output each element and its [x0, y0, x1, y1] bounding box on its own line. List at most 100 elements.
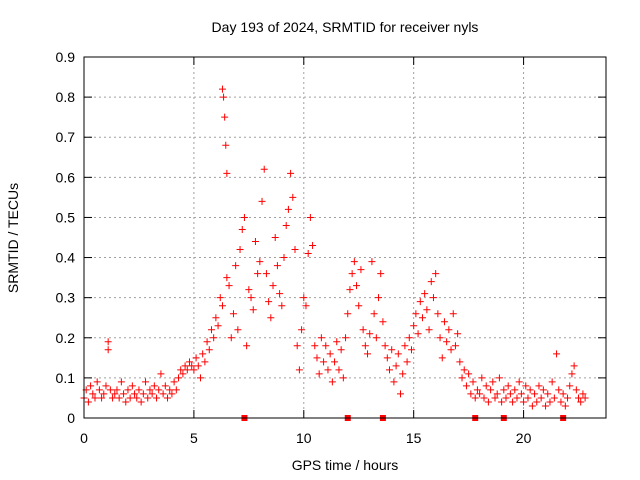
data-point: [225, 282, 233, 290]
data-point: [331, 358, 339, 366]
data-point: [434, 310, 442, 318]
data-point: [482, 382, 490, 390]
data-point: [104, 338, 112, 346]
data-point: [399, 370, 407, 378]
data-point: [566, 382, 574, 390]
data-point: [335, 366, 343, 374]
data-point: [271, 234, 279, 241]
data-point: [548, 378, 556, 386]
data-point: [276, 290, 284, 298]
data-point: [278, 302, 286, 310]
data-point: [478, 374, 486, 382]
data-point: [333, 338, 341, 346]
data-point: [100, 390, 108, 398]
data-point: [291, 246, 299, 254]
data-point: [445, 326, 453, 334]
data-point: [223, 274, 231, 282]
data-point: [412, 310, 420, 318]
data-point: [311, 342, 319, 350]
data-point: [368, 258, 376, 266]
data-point: [522, 382, 530, 390]
data-point: [350, 258, 358, 266]
data-point: [401, 342, 409, 350]
data-point: [396, 390, 404, 398]
data-point: [517, 390, 525, 398]
data-point: [203, 338, 211, 346]
data-point: [222, 141, 230, 149]
data-point: [220, 93, 228, 101]
data-point: [84, 398, 92, 406]
data-point: [436, 334, 444, 342]
data-point: [240, 213, 248, 221]
data-point: [418, 314, 426, 322]
data-point: [218, 85, 226, 93]
data-point: [577, 398, 585, 406]
data-point: [370, 310, 378, 318]
data-point: [293, 342, 301, 350]
data-point: [535, 382, 543, 390]
data-point: [269, 282, 277, 290]
data-point: [146, 386, 154, 394]
data-point: [262, 270, 270, 278]
data-point: [342, 334, 350, 342]
data-point: [447, 346, 455, 354]
data-point: [256, 258, 264, 266]
data-point: [194, 362, 202, 370]
data-point: [223, 169, 231, 177]
data-point: [381, 342, 389, 350]
chart-title: Day 193 of 2024, SRMTID for receiver nyl…: [212, 19, 479, 35]
data-point: [205, 346, 213, 354]
data-point: [451, 342, 459, 350]
data-point: [375, 294, 383, 302]
data-point: [559, 390, 567, 398]
data-point: [344, 310, 352, 318]
data-point: [227, 334, 235, 342]
data-point: [289, 193, 297, 201]
data-point: [416, 298, 424, 306]
data-point: [476, 390, 484, 398]
data-point: [164, 394, 172, 402]
data-point: [546, 398, 554, 406]
data-point: [126, 394, 134, 402]
data-point: [427, 278, 435, 286]
data-point: [379, 318, 387, 326]
data-point: [287, 169, 295, 177]
data-point: [361, 342, 369, 350]
data-point: [284, 205, 292, 213]
data-point: [383, 354, 391, 362]
data-point: [487, 386, 495, 394]
x-axis-title: GPS time / hours: [292, 457, 399, 473]
data-point: [148, 390, 156, 398]
y-tick-label: 0.7: [56, 129, 76, 145]
y-tick-label: 0.6: [56, 169, 76, 185]
data-point: [337, 346, 345, 354]
data-point: [443, 338, 451, 346]
data-point: [106, 386, 114, 394]
data-point: [260, 165, 268, 173]
data-point: [533, 398, 541, 406]
y-tick-label: 0.2: [56, 330, 76, 346]
data-point: [405, 334, 413, 342]
data-point: [181, 362, 189, 370]
data-point: [179, 370, 187, 378]
data-point: [460, 366, 468, 374]
data-point: [153, 394, 161, 402]
data-point: [425, 326, 433, 334]
data-point: [328, 378, 336, 386]
data-point: [531, 390, 539, 398]
data-point: [243, 342, 251, 350]
data-point: [509, 398, 517, 406]
data-point: [142, 378, 150, 386]
data-point: [526, 386, 534, 394]
data-point: [339, 374, 347, 382]
data-point: [150, 382, 158, 390]
data-point: [295, 366, 303, 374]
data-point: [104, 346, 112, 354]
data-point: [218, 302, 226, 310]
data-point: [440, 318, 448, 326]
data-point: [249, 306, 257, 314]
data-point: [484, 398, 492, 406]
data-point: [423, 306, 431, 314]
data-point: [98, 394, 106, 402]
